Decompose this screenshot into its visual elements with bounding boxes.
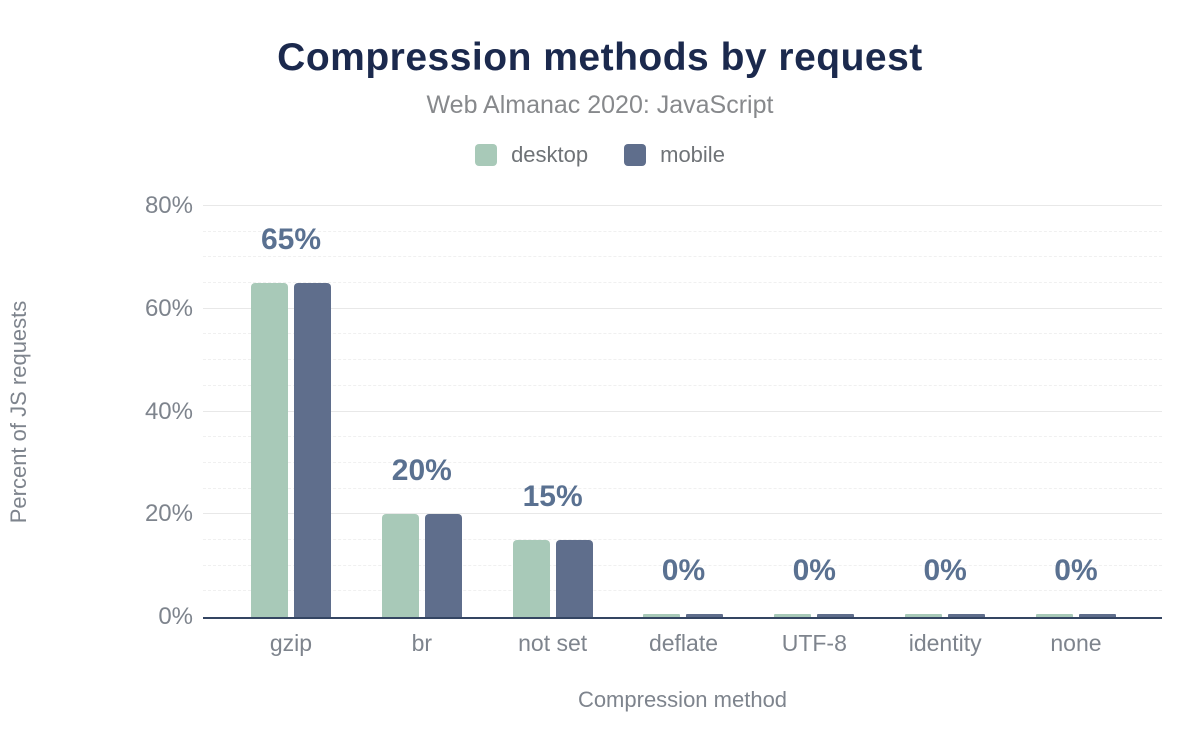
gridline-minor: [203, 282, 1162, 284]
y-tick-label: 20%: [144, 500, 193, 528]
x-tick-label-deflate: deflate: [648, 630, 719, 656]
chart-title: Compression methods by request: [277, 36, 923, 79]
mobile-swatch-icon: [624, 144, 647, 166]
gridline-major: [203, 205, 1162, 206]
gridline-minor: [203, 230, 1162, 232]
bar-desktop-identity[interactable]: [905, 614, 943, 617]
x-axis-title: Compression method: [577, 687, 788, 712]
value-label-none: 0%: [1054, 554, 1098, 587]
value-label-deflate: 0%: [661, 554, 706, 587]
x-tick-label-UTF-8: UTF-8: [781, 630, 847, 656]
bar-desktop-br[interactable]: [381, 514, 419, 617]
gridline-minor: [203, 436, 1162, 438]
gridline-major: [203, 513, 1162, 515]
legend-item-desktop[interactable]: desktop: [475, 142, 588, 168]
value-label-identity: 0%: [923, 554, 967, 587]
y-tick-label: 40%: [144, 397, 193, 425]
chart-subtitle: Web Almanac 2020: JavaScript: [426, 91, 774, 119]
gridline-minor: [203, 461, 1162, 463]
gridline-minor: [203, 538, 1162, 540]
value-label-UTF-8: 0%: [792, 554, 836, 587]
x-tick-label-identity: identity: [908, 630, 982, 656]
x-axis-line: [203, 617, 1162, 619]
bar-mobile-identity[interactable]: [948, 614, 986, 617]
x-tick-label-br: br: [411, 630, 433, 656]
gridline-minor: [203, 487, 1162, 489]
y-axis-title: Percent of JS requests: [6, 300, 31, 524]
y-tick-label: 0%: [158, 603, 193, 630]
bar-mobile-none[interactable]: [1078, 614, 1116, 617]
bar-mobile-gzip[interactable]: [294, 283, 331, 617]
legend-label-mobile: mobile: [660, 142, 725, 167]
bar-mobile-UTF-8[interactable]: [817, 614, 855, 617]
gridline-minor: [203, 256, 1162, 258]
bar-desktop-UTF-8[interactable]: [774, 614, 812, 617]
legend: desktop mobile: [0, 142, 1200, 168]
value-label-not-set: 15%: [522, 479, 583, 513]
x-tick-label-none: none: [1050, 630, 1102, 656]
legend-item-mobile[interactable]: mobile: [624, 142, 725, 168]
bar-desktop-not-set[interactable]: [512, 539, 550, 617]
gridline-minor: [203, 590, 1162, 592]
desktop-swatch-icon: [475, 144, 498, 166]
gridline-major: [203, 410, 1162, 412]
bar-desktop-none[interactable]: [1035, 614, 1073, 617]
gridline-major: [203, 307, 1162, 309]
bar-mobile-br[interactable]: [424, 514, 462, 617]
bar-mobile-deflate[interactable]: [686, 614, 724, 617]
bar-desktop-deflate[interactable]: [643, 614, 681, 617]
legend-label-desktop: desktop: [511, 142, 589, 167]
bar-desktop-gzip[interactable]: [251, 283, 288, 617]
plot-area: 0% 20% 40% 60% 80% 65% gzip 20% br 15% not set 0% de…: [145, 194, 1162, 656]
bar-mobile-not-set[interactable]: [555, 539, 593, 617]
x-tick-label-gzip: gzip: [269, 630, 313, 656]
value-label-gzip: 65%: [260, 223, 322, 257]
y-tick-label: 80%: [144, 192, 193, 219]
gridline-minor: [203, 564, 1162, 566]
gridline-minor: [203, 359, 1162, 361]
gridline-minor: [203, 384, 1162, 386]
x-tick-label-not-set: not set: [518, 630, 588, 656]
gridline-minor: [203, 333, 1162, 335]
y-tick-label: 60%: [144, 294, 193, 322]
value-label-br: 20%: [391, 454, 452, 488]
